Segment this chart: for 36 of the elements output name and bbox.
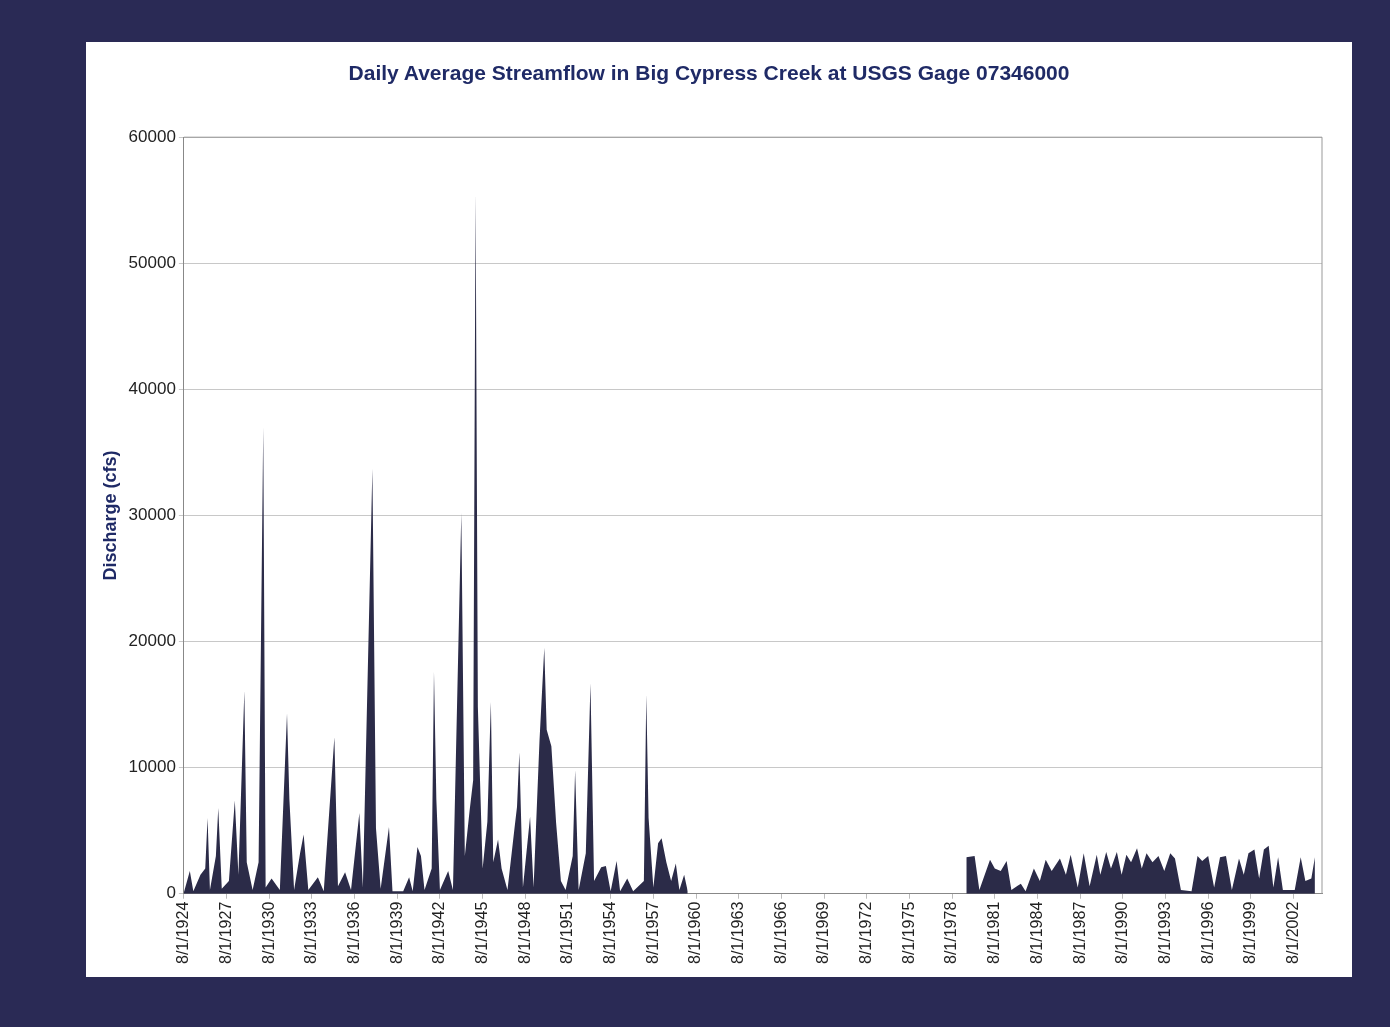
x-tick-label: 8/1/1930 <box>259 901 277 964</box>
y-tick-label: 50000 <box>128 252 176 272</box>
chart-title: Daily Average Streamflow in Big Cypress Creek at USGS Gage 07346000 <box>348 61 1070 85</box>
y-tick-label: 20000 <box>128 631 176 651</box>
x-tick-label: 8/1/1945 <box>473 901 491 964</box>
x-tick-label: 8/1/1975 <box>899 901 917 964</box>
x-tick-label: 8/1/1939 <box>387 901 405 964</box>
x-tick-label: 8/1/1990 <box>1113 901 1131 964</box>
x-tick-label: 8/1/1951 <box>558 901 576 964</box>
x-tick-label: 8/1/1978 <box>942 901 960 964</box>
x-tick-label: 8/1/1987 <box>1070 901 1088 964</box>
x-tick-label: 8/1/1996 <box>1198 901 1216 964</box>
x-tick-label: 8/1/1981 <box>985 901 1003 964</box>
y-tick-label: 30000 <box>128 505 176 525</box>
y-tick-label: 60000 <box>128 126 176 146</box>
x-tick-label: 8/1/1993 <box>1155 901 1173 964</box>
x-tick-label: 8/1/1969 <box>814 901 832 964</box>
x-tick-label: 8/1/1933 <box>302 901 320 964</box>
y-tick-label: 10000 <box>128 757 176 777</box>
x-tick-label: 8/1/1924 <box>174 901 192 964</box>
y-tick-label: 40000 <box>128 379 176 399</box>
x-tick-label: 8/1/1999 <box>1241 901 1259 964</box>
x-tick-label: 8/1/1966 <box>771 901 789 964</box>
x-tick-label: 8/1/2002 <box>1283 901 1301 964</box>
x-tick-label: 8/1/1957 <box>643 901 661 964</box>
x-tick-label: 8/1/1963 <box>729 901 747 964</box>
x-tick-label: 8/1/1960 <box>686 901 704 964</box>
y-axis-title: Discharge (cfs) <box>99 450 120 581</box>
x-tick-label: 8/1/1942 <box>430 901 448 964</box>
x-tick-label: 8/1/1948 <box>515 901 533 964</box>
x-tick-label: 8/1/1936 <box>345 901 362 964</box>
x-tick-label: 8/1/1972 <box>857 901 875 964</box>
x-tick-label: 8/1/1927 <box>216 901 234 964</box>
x-tick-label: 8/1/1984 <box>1027 901 1045 964</box>
x-tick-label: 8/1/1954 <box>601 901 619 964</box>
y-tick-label: 0 <box>166 883 176 903</box>
